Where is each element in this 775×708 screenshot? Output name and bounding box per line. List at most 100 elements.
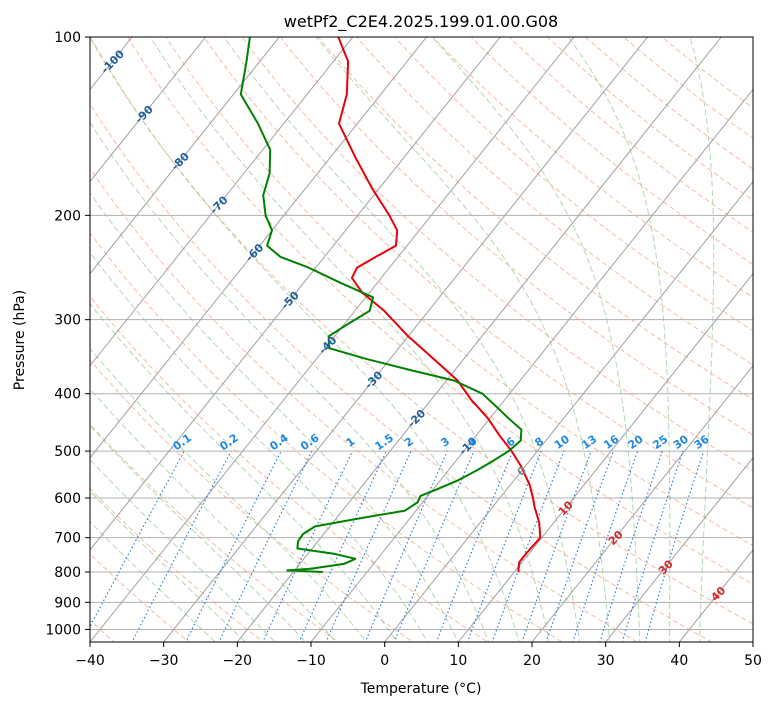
- mixing-ratio-labels: 0.1 0.2 0.4 0.6 1 1.5 2 3 4 6 8 10 13 16 20 25 30 36: [171, 431, 712, 453]
- mixing-ratio-label: 1: [344, 435, 358, 450]
- sounding-series: [239, 37, 542, 573]
- isotherm-line: [310, 88, 753, 642]
- mixing-ratio-label: 2: [402, 435, 416, 450]
- moist-adiabat-line: [90, 192, 459, 642]
- dry-adiabat-line: [355, 37, 753, 366]
- isotherm-line: [0, 37, 58, 642]
- dry-adiabat-line: [165, 37, 753, 547]
- mixing-ratio-label: 3: [438, 435, 452, 450]
- dry-adiabat-line: [546, 37, 753, 201]
- dry-adiabat-line: [241, 37, 753, 472]
- moist-adiabat-line: [90, 347, 367, 642]
- y-tick-label: 800: [54, 565, 81, 581]
- y-axis-label: Pressure (hPa): [12, 290, 28, 390]
- mixing-ratio-line: [262, 450, 353, 642]
- isotherm-label: -20: [405, 407, 428, 430]
- moist-adiabat-line: [149, 37, 550, 642]
- isotherm-line: [163, 37, 649, 642]
- isotherm-label: -90: [133, 103, 156, 126]
- mixing-ratio-label: 20: [626, 432, 646, 452]
- isotherm-label: 40: [708, 584, 728, 604]
- y-tick-label: 300: [54, 313, 81, 329]
- isotherm-line: [605, 457, 753, 642]
- isotherm-line: [90, 37, 501, 551]
- isotherm-label: -80: [169, 150, 192, 173]
- isotherm-line: [384, 180, 753, 642]
- y-tick-label: 700: [54, 531, 81, 547]
- x-tick-label: 30: [597, 653, 615, 669]
- x-axis-ticks: −40 −30 −20 −10 0 10 20 30 40 50: [75, 642, 762, 669]
- temperature-line: [337, 37, 542, 573]
- x-tick-label: 10: [449, 653, 467, 669]
- dry-adiabat-line: [90, 487, 265, 642]
- moist-adiabat-line: [90, 490, 246, 642]
- dry-adiabat-line: [90, 37, 753, 625]
- x-tick-label: 0: [380, 653, 389, 669]
- mixing-ratio-label: 0.4: [267, 431, 291, 453]
- dry-adiabat-line: [90, 423, 340, 642]
- x-tick-label: −20: [223, 653, 253, 669]
- moist-adiabat-line: [431, 37, 641, 642]
- moist-adiabat-line: [90, 302, 398, 642]
- mixing-ratio-line: [218, 450, 313, 642]
- mixing-ratio-line: [364, 450, 448, 642]
- mixing-ratio-label: 0.2: [217, 431, 240, 453]
- mixing-ratio-line: [393, 450, 475, 642]
- mixing-ratio-label: 6: [504, 435, 518, 450]
- mixing-ratio-lines: [90, 450, 705, 642]
- mixing-ratio-line: [325, 450, 412, 642]
- dry-adiabat-line: [90, 167, 639, 642]
- mixing-ratio-label: 30: [671, 432, 691, 452]
- mixing-ratio-line: [90, 450, 185, 628]
- moist-adiabat-line: [90, 424, 307, 642]
- mixing-ratio-line: [621, 450, 684, 642]
- dry-adiabat-line: [317, 37, 753, 401]
- dewpoint-line: [239, 37, 523, 573]
- mixing-ratio-line: [185, 450, 282, 642]
- moist-adiabat-line: [90, 388, 337, 642]
- moist-adiabat-line: [689, 37, 715, 642]
- dry-adiabats: [90, 37, 753, 642]
- x-tick-label: 20: [523, 653, 541, 669]
- dry-adiabat-line: [432, 37, 753, 298]
- isotherm-label: -70: [207, 193, 230, 216]
- isotherm-label: 20: [606, 528, 626, 548]
- dry-adiabat-line: [394, 37, 753, 332]
- dry-adiabat-line: [622, 37, 753, 139]
- x-axis-label: Temperature (°C): [360, 681, 482, 697]
- moist-adiabat-line: [90, 121, 490, 642]
- x-tick-label: −40: [75, 653, 105, 669]
- mixing-ratio-label: 36: [692, 432, 712, 452]
- x-tick-label: −30: [149, 653, 179, 669]
- y-tick-label: 900: [54, 595, 81, 611]
- moist-adiabat-line: [90, 520, 216, 642]
- y-tick-label: 500: [54, 444, 81, 460]
- dry-adiabat-line: [90, 103, 713, 642]
- isotherm-line: [90, 37, 575, 642]
- mixing-ratio-line: [644, 450, 705, 642]
- isotherm-label: 30: [656, 557, 676, 577]
- dry-adiabat-line: [90, 231, 564, 642]
- mixing-ratio-line: [572, 450, 639, 642]
- isotherm-line: [678, 549, 753, 642]
- isotherm-line: [90, 37, 354, 367]
- isotherm-line: [90, 37, 280, 275]
- isotherm-label: -60: [243, 241, 266, 264]
- mixing-ratio-line: [131, 450, 232, 642]
- mixing-ratio-label: 25: [650, 433, 670, 452]
- plot-frame: [89, 36, 754, 643]
- dry-adiabat-line: [203, 37, 753, 509]
- isotherm-line: [531, 364, 753, 642]
- moist-adiabat-line: [90, 458, 276, 642]
- chart-title: wetPf2_C2E4.2025.199.01.00.G08: [284, 12, 558, 32]
- moist-adiabat-line: [568, 37, 671, 642]
- y-axis-ticks: 100 200 300 400 500 600 700 800 900 1000: [45, 30, 90, 638]
- y-tick-label: 600: [54, 491, 81, 507]
- moist-adiabat-line: [315, 37, 611, 642]
- mixing-ratio-label: 16: [601, 432, 621, 452]
- isotherm-label: -50: [279, 289, 302, 312]
- isotherm-label: 10: [556, 498, 576, 518]
- isotherm-line: [90, 37, 428, 459]
